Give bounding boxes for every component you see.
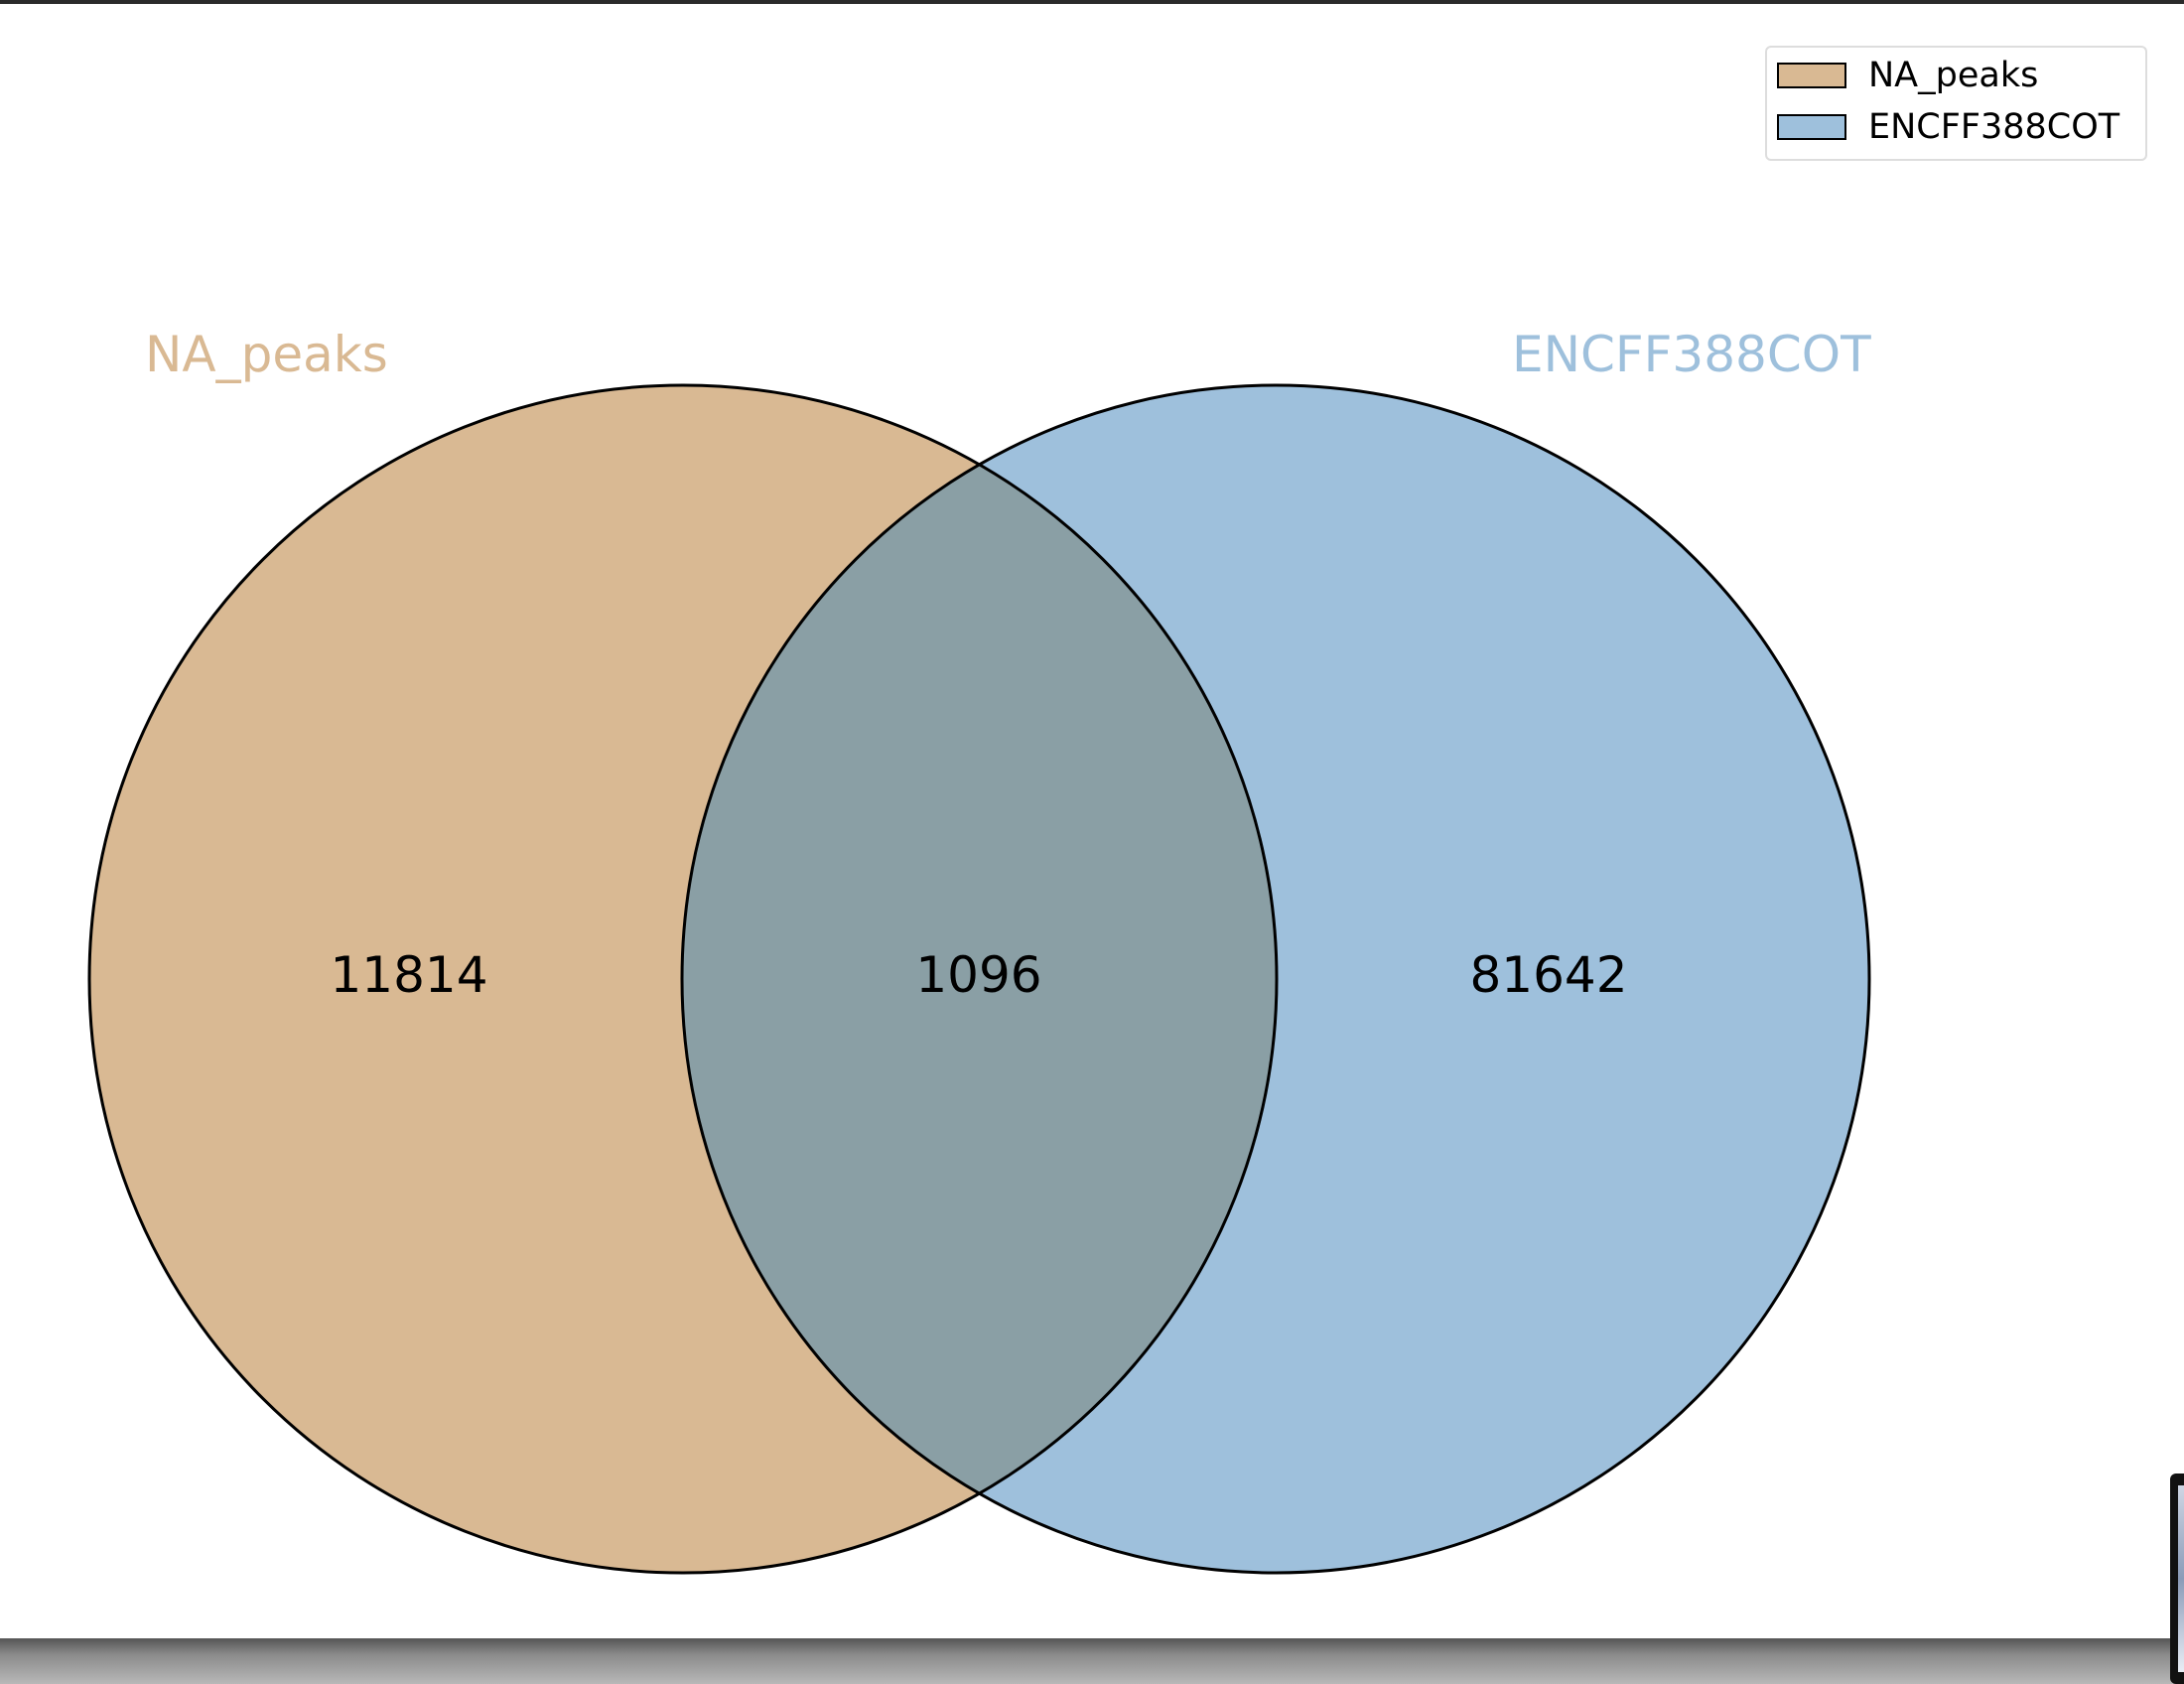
legend-swatch-set-b: [1777, 114, 1846, 140]
legend-label-set-a: NA_peaks: [1868, 56, 2039, 95]
top-border: [0, 0, 2184, 4]
legend-item: NA_peaks: [1777, 56, 2038, 95]
set-a-label: NA_peaks: [145, 326, 388, 383]
region-only-a-count: 11814: [330, 946, 487, 1004]
set-a-outline: [87, 383, 1279, 1575]
corner-thumbnail-preview: [2178, 1485, 2184, 1672]
bottom-shadow-bar: [0, 1638, 2184, 1684]
region-intersection-count: 1096: [915, 946, 1041, 1004]
legend-swatch-set-a: [1777, 63, 1846, 88]
set-b-label: ENCFF388COT: [1512, 326, 1871, 383]
region-only-b-count: 81642: [1469, 946, 1627, 1004]
legend-item: ENCFF388COT: [1777, 107, 2119, 147]
legend-label-set-b: ENCFF388COT: [1868, 107, 2120, 147]
legend: NA_peaks ENCFF388COT: [1765, 46, 2147, 161]
set-b-outline: [680, 383, 1871, 1575]
